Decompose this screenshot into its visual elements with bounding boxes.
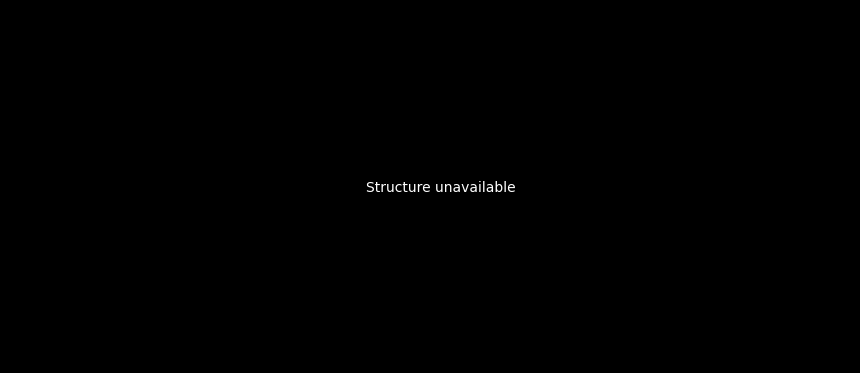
Text: Structure unavailable: Structure unavailable: [366, 181, 515, 195]
